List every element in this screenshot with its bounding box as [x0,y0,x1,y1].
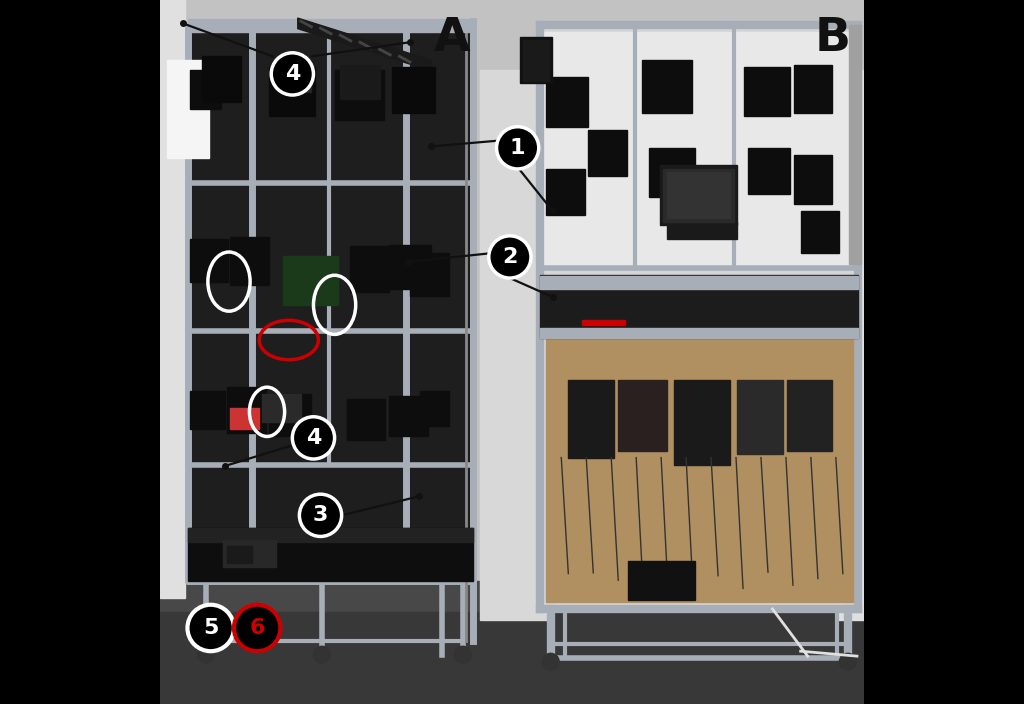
Text: 2: 2 [502,247,517,267]
Bar [583,320,625,325]
Bar [350,246,389,292]
Bar [227,387,265,433]
Text: 5: 5 [203,618,218,638]
Circle shape [233,605,281,651]
Circle shape [488,236,531,278]
Bar [284,256,338,305]
Text: 1: 1 [510,138,525,158]
Bar [167,60,209,158]
Bar [836,70,864,620]
Bar [568,380,614,458]
Bar [737,380,783,454]
Bar [541,25,858,609]
Bar [541,276,858,289]
Bar [230,408,258,429]
Bar [189,239,228,282]
Bar [389,396,428,436]
Bar [628,561,695,600]
Bar [284,256,338,305]
Bar [188,528,473,542]
Bar [188,32,473,581]
Bar [786,380,833,451]
Bar [849,25,861,264]
Bar [546,77,588,127]
Text: B: B [814,16,850,61]
Bar [262,394,301,422]
Circle shape [293,417,335,459]
Bar [617,380,667,451]
Bar [522,40,549,81]
Circle shape [271,53,313,95]
Bar [544,32,855,268]
Bar [642,60,691,113]
Bar [546,169,585,215]
Circle shape [497,127,539,169]
Bar [389,245,431,289]
Bar [340,65,380,99]
Circle shape [840,653,856,670]
Circle shape [187,605,233,651]
Bar [346,399,385,440]
Bar [188,528,473,581]
Circle shape [313,646,331,663]
Bar [167,60,209,158]
Bar [189,70,221,109]
Bar [588,130,627,176]
Text: A: A [434,16,470,61]
Bar [801,211,840,253]
Bar [794,155,833,204]
Bar [546,338,853,602]
Bar [628,561,695,600]
Text: 4: 4 [306,428,322,448]
Bar [160,581,864,704]
Bar [284,63,311,92]
Circle shape [299,494,342,536]
Bar [188,19,473,32]
Text: 6: 6 [250,618,265,638]
Bar [649,148,695,197]
Bar [664,169,734,222]
Bar [659,165,737,225]
Circle shape [543,653,559,670]
Bar [794,65,833,113]
Text: 3: 3 [312,505,329,525]
Circle shape [455,646,471,663]
Bar [230,237,269,285]
Bar [674,380,730,465]
Bar [748,148,791,194]
Bar [160,0,184,598]
Bar [744,67,791,116]
Text: 4: 4 [285,64,300,84]
Bar [335,70,384,120]
Bar [189,391,225,429]
Bar [223,540,276,567]
Bar [667,222,737,239]
Bar [520,37,552,83]
Bar [203,56,241,102]
Bar [480,70,551,620]
Bar [160,612,864,704]
Bar [392,67,434,113]
Bar [410,253,449,296]
Bar [269,394,311,436]
Bar [421,391,449,426]
Bar [269,67,315,116]
Circle shape [198,646,214,663]
Bar [667,172,730,218]
Bar [541,275,858,338]
Bar [227,546,252,563]
Bar [541,328,858,338]
